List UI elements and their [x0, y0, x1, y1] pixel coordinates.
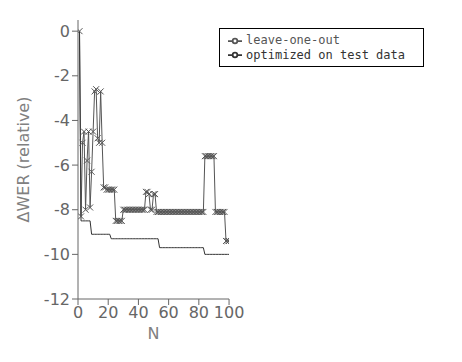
svg-text:0: 0 [60, 22, 70, 41]
svg-text:60: 60 [158, 303, 178, 322]
svg-text:-6: -6 [54, 156, 70, 175]
svg-text:-10: -10 [44, 245, 70, 264]
svg-text:80: 80 [189, 303, 209, 322]
svg-text:20: 20 [98, 303, 118, 322]
svg-text:N: N [148, 324, 160, 343]
svg-text:40: 40 [128, 303, 148, 322]
html-text:optimized on test data: optimized on test data [246, 47, 405, 62]
svg-text:ΔWER (relative): ΔWER (relative) [14, 97, 33, 223]
svg-text:-8: -8 [54, 200, 70, 219]
html-text:leave-one-out: leave-one-out [246, 33, 340, 47]
svg-text:0: 0 [73, 303, 83, 322]
svg-text:100: 100 [214, 303, 245, 322]
svg-text:-2: -2 [54, 66, 70, 85]
svg-text:-12: -12 [44, 290, 70, 309]
svg-text:-4: -4 [54, 111, 70, 130]
